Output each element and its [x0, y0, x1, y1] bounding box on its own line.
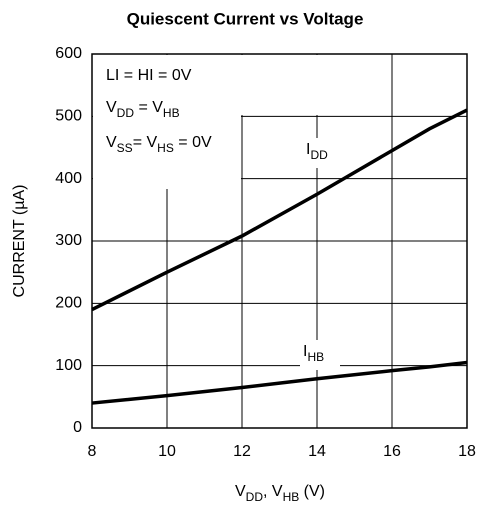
- annotation-part: = V: [134, 99, 163, 116]
- x-tick-label: 14: [308, 443, 326, 460]
- x-axis-label-part: V: [235, 483, 246, 500]
- x-axis-label-part: DD: [246, 490, 264, 504]
- y-tick-label: 0: [73, 419, 82, 436]
- series-label-part: HB: [307, 350, 324, 364]
- series-label-background: [300, 340, 340, 370]
- series-line: [91, 108, 468, 312]
- series-line: [91, 360, 468, 405]
- y-tick-label: 300: [55, 232, 82, 249]
- y-tick-label: 200: [55, 295, 82, 312]
- annotation: LI = HI = 0V: [106, 67, 192, 84]
- x-axis-label-part: HB: [283, 490, 300, 504]
- y-tick-label: 400: [55, 170, 82, 187]
- y-axis-label: CURRENT (µA): [11, 185, 28, 298]
- series-label: IDD: [306, 141, 328, 162]
- annotation-part: V: [106, 99, 117, 116]
- annotation-part: HB: [163, 106, 180, 120]
- y-tick-label: 500: [55, 108, 82, 125]
- annotation-part: = V: [133, 134, 158, 151]
- annotation-part: DD: [117, 106, 135, 120]
- x-tick-label: 16: [383, 443, 401, 460]
- x-tick-label: 10: [158, 443, 176, 460]
- series-label: IHB: [303, 343, 324, 364]
- x-tick-label: 12: [233, 443, 251, 460]
- x-axis-label-part: (V): [299, 483, 325, 500]
- annotation-part: LI = HI = 0V: [106, 67, 192, 84]
- x-tick-label: 8: [88, 443, 97, 460]
- x-axis-label: VDD, VHB (V): [235, 483, 325, 504]
- annotation-part: HS: [157, 141, 174, 155]
- annotation: VDD = VHB: [106, 99, 180, 120]
- annotation-part: = 0V: [174, 134, 212, 151]
- annotation-part: V: [106, 134, 117, 151]
- series-label-part: DD: [310, 148, 328, 162]
- x-axis-label-part: , V: [263, 483, 283, 500]
- series-label-background: [303, 138, 343, 168]
- plot-frame: [91, 53, 468, 429]
- chart-title: Quiescent Current vs Voltage: [127, 9, 364, 28]
- y-tick-label: 600: [55, 45, 82, 62]
- series-label-part: I: [303, 343, 307, 360]
- y-tick-label: 100: [55, 357, 82, 374]
- annotation-background: [93, 55, 333, 115]
- annotation-part: SS: [117, 141, 133, 155]
- x-tick-label: 18: [458, 443, 476, 460]
- series-label-part: I: [306, 141, 310, 158]
- annotation: VSS= VHS = 0V: [106, 134, 212, 155]
